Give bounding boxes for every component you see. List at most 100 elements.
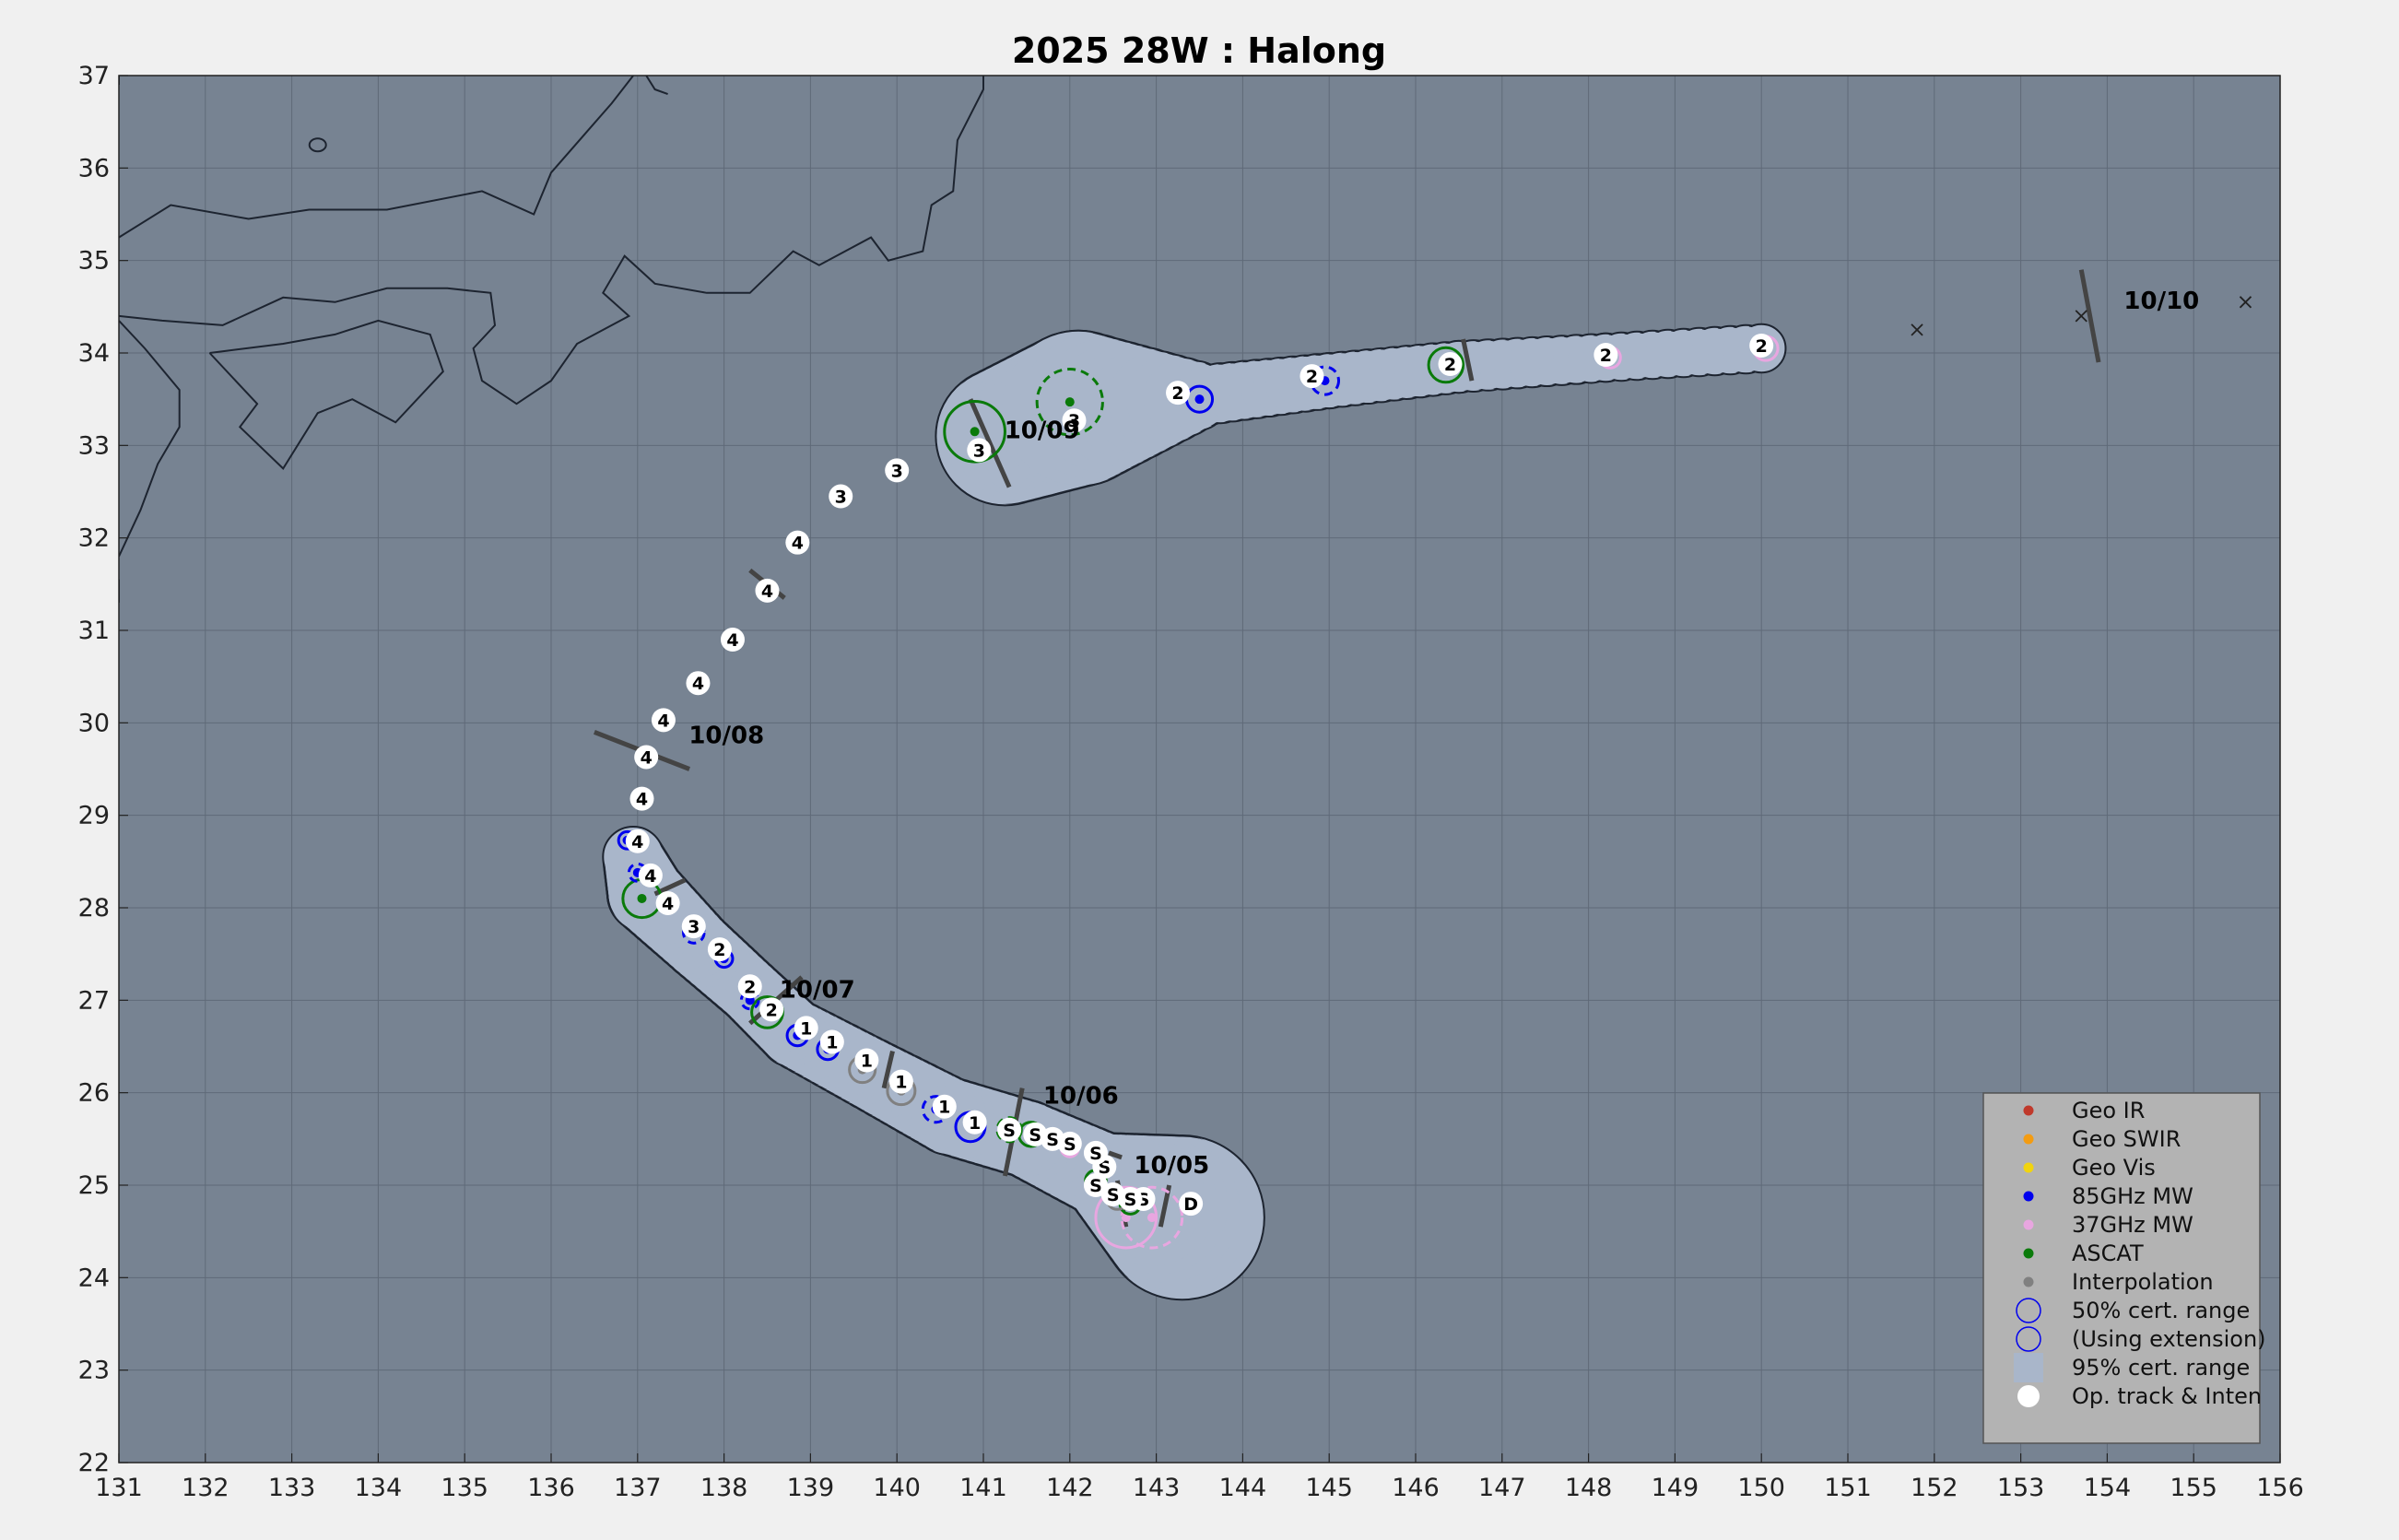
- track-point: [707, 937, 732, 962]
- legend-label: Geo SWIR: [2072, 1126, 2181, 1152]
- track-point: [1166, 381, 1191, 406]
- track-intensity-label: 3: [688, 917, 700, 937]
- track-point: [794, 1016, 818, 1040]
- track-point: [681, 914, 706, 939]
- track-intensity-label: S: [1124, 1190, 1137, 1210]
- track-intensity-label: S: [1029, 1125, 1041, 1146]
- x-tick-label: 151: [1824, 1474, 1872, 1502]
- track-point: [651, 708, 676, 733]
- y-tick-label: 25: [78, 1171, 110, 1200]
- date-label: 10/09: [1005, 417, 1080, 444]
- legend-label: Geo IR: [2072, 1098, 2145, 1123]
- track-intensity-label: 1: [895, 1073, 907, 1093]
- x-tick-label: 135: [441, 1474, 488, 1502]
- track-intensity-label: S: [1046, 1130, 1059, 1150]
- coastline: [119, 76, 984, 406]
- legend-label: Interpolation: [2072, 1269, 2214, 1295]
- date-label: 10/08: [688, 722, 764, 749]
- track-intensity-label: S: [1064, 1134, 1076, 1155]
- mw37-fix-dot: [1147, 1213, 1157, 1223]
- track-point: [634, 745, 659, 770]
- track-intensity-label: 2: [1444, 355, 1456, 375]
- date-bar: [968, 398, 1012, 488]
- track-intensity-label: S: [1089, 1176, 1102, 1196]
- track-point: [655, 890, 680, 915]
- track-point: [932, 1094, 957, 1119]
- date-label: 10/10: [2123, 288, 2199, 315]
- track-point: [686, 671, 711, 696]
- coastline: [208, 319, 444, 470]
- x-tick-label: 155: [2170, 1474, 2217, 1502]
- legend-label: Geo Vis: [2072, 1155, 2156, 1181]
- y-tick-label: 23: [78, 1357, 110, 1385]
- y-tick-label: 26: [78, 1079, 110, 1108]
- x-tick-label: 133: [268, 1474, 316, 1502]
- x-tick-label: 150: [1737, 1474, 1785, 1502]
- track-intensity-label: 2: [1600, 346, 1612, 366]
- track-intensity-label: 2: [766, 1000, 778, 1020]
- track-intensity-label: 4: [761, 582, 773, 602]
- x-tick-label: 138: [700, 1474, 748, 1502]
- forecast-x-marker: [2239, 296, 2252, 309]
- track-point: [720, 628, 745, 652]
- legend-marker-mw85: [2023, 1191, 2034, 1202]
- y-tick-label: 37: [78, 62, 110, 90]
- track-point: [638, 863, 663, 888]
- y-tick-label: 29: [78, 802, 110, 830]
- track-intensity-label: 4: [726, 630, 738, 651]
- coastline: [119, 76, 634, 239]
- forecast-x-marker: [2075, 310, 2087, 323]
- track-intensity-label: 3: [1068, 411, 1080, 431]
- y-tick-label: 24: [78, 1264, 110, 1292]
- track-point: [1299, 364, 1324, 389]
- x-tick-label: 147: [1478, 1474, 1526, 1502]
- date-label: 10/06: [1043, 1083, 1119, 1111]
- track-point: [1083, 1140, 1108, 1165]
- track-intensity-label: 2: [744, 977, 756, 997]
- track-point: [1438, 352, 1463, 377]
- legend-label: Op. track & Inten: [2072, 1383, 2262, 1409]
- x-tick-label: 154: [2084, 1474, 2132, 1502]
- plot-frame: [118, 75, 2281, 1464]
- track-intensity-label: S: [1107, 1185, 1120, 1205]
- y-tick-label: 33: [78, 431, 110, 460]
- chart-title: 2025 28W : Halong: [1012, 30, 1386, 71]
- track-intensity-label: S: [1003, 1121, 1016, 1141]
- legend-label: 85GHz MW: [2072, 1183, 2193, 1209]
- ascat-cert-circle: [943, 399, 1006, 464]
- x-tick-label: 131: [95, 1474, 143, 1502]
- ascat-cert-circle: [995, 1116, 1023, 1144]
- japan-coastline: [119, 76, 984, 603]
- legend-box: [1982, 1092, 2261, 1444]
- ascat-cert-circle: [1427, 346, 1465, 384]
- track-intensity-label: 2: [713, 940, 725, 960]
- track-intensity-label: 3: [835, 488, 847, 508]
- y-tick-label: 35: [78, 247, 110, 276]
- track-intensity-label: 1: [800, 1018, 812, 1039]
- y-tick-label: 34: [78, 339, 110, 368]
- track-point: [737, 974, 762, 999]
- track-intensity-label: S: [1089, 1144, 1102, 1164]
- track-intensity-label: 2: [1756, 336, 1768, 357]
- track-intensity-label: 1: [938, 1098, 950, 1118]
- legend-label: 37GHz MW: [2072, 1212, 2193, 1238]
- coastline: [119, 320, 181, 558]
- x-tick-label: 143: [1133, 1474, 1181, 1502]
- x-tick-label: 146: [1392, 1474, 1440, 1502]
- x-tick-label: 139: [787, 1474, 835, 1502]
- date-labels: 10/05 10/06 10/07 10/08 10/09 10/10: [688, 288, 2199, 1180]
- ascat-cert-circle: [1035, 368, 1104, 437]
- track-point: [1062, 408, 1087, 433]
- legend-label: ASCAT: [2072, 1240, 2144, 1266]
- track-intensity-label: 4: [641, 747, 653, 768]
- track-intensity-label: 1: [969, 1113, 981, 1134]
- legend-marker-geo_swir: [2023, 1134, 2034, 1145]
- x-tick-label: 145: [1305, 1474, 1353, 1502]
- oki-island: [308, 137, 327, 153]
- track-point: [819, 1029, 844, 1054]
- legend-marker-geo_vis: [2023, 1162, 2034, 1173]
- y-axis-ticks: 22 23 24 25 26 27 28 29 30 31 32 33 34 35 36 37: [78, 62, 128, 1477]
- track-point: [1179, 1192, 1204, 1217]
- track-point: [829, 484, 853, 509]
